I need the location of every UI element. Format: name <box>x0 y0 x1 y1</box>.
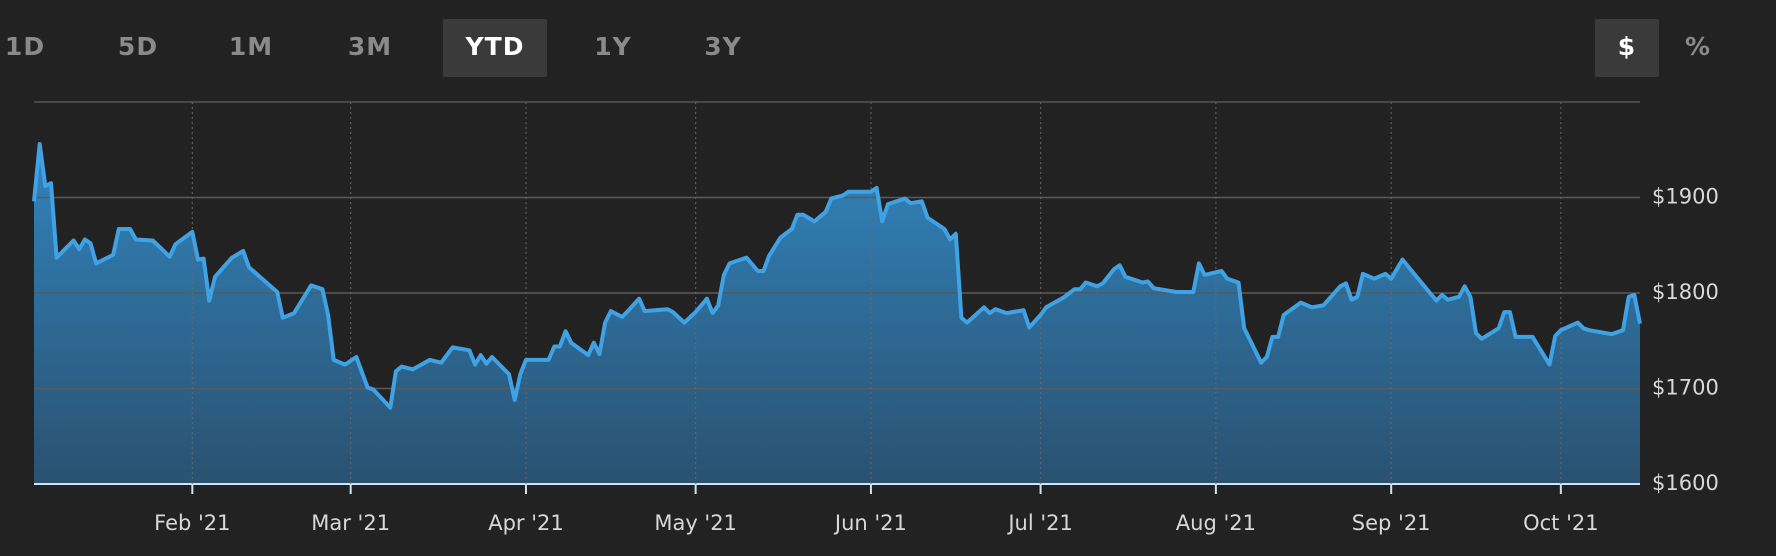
y-tick-label: $1900 <box>1652 185 1719 209</box>
range-tab[interactable]: 3M <box>348 32 392 61</box>
range-tab[interactable]: 1M <box>229 32 273 61</box>
unit-tab[interactable]: $ <box>1618 32 1636 61</box>
y-tick-label: $1600 <box>1652 471 1719 495</box>
y-tick-label: $1700 <box>1652 376 1719 400</box>
active-unit-bg <box>1595 19 1659 77</box>
area-fill <box>34 144 1640 484</box>
y-tick-label: $1800 <box>1652 280 1719 304</box>
x-tick-label: Aug '21 <box>1176 511 1256 535</box>
range-tab[interactable]: 1D <box>5 32 45 61</box>
price-line <box>32 142 1642 410</box>
active-tab-bg <box>443 19 547 77</box>
x-tick-label: Feb '21 <box>154 511 230 535</box>
x-tick-label: Sep '21 <box>1352 511 1431 535</box>
x-tick-label: Jul '21 <box>1006 511 1073 535</box>
x-tick-label: Oct '21 <box>1523 511 1598 535</box>
range-tab[interactable]: 3Y <box>704 32 742 61</box>
x-tick-label: May '21 <box>654 511 737 535</box>
x-tick-label: Apr '21 <box>488 511 564 535</box>
range-tab[interactable]: 1Y <box>594 32 632 61</box>
unit-tab[interactable]: % <box>1685 32 1711 61</box>
range-tab[interactable]: YTD <box>465 32 525 61</box>
range-tab[interactable]: 5D <box>118 32 158 61</box>
x-tick-label: Jun '21 <box>833 511 907 535</box>
x-tick-label: Mar '21 <box>311 511 390 535</box>
